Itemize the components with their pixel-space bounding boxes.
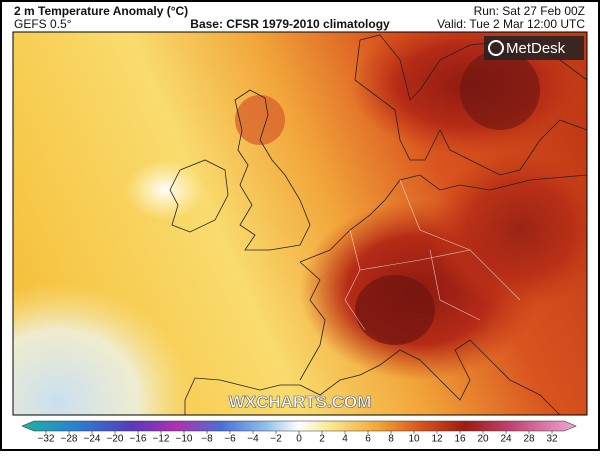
colorbar-tick-label: 24 <box>500 434 512 445</box>
colorbar-tick-label: 6 <box>365 434 371 445</box>
colorbar-tick-label: 8 <box>388 434 394 445</box>
colorbar-tick-label: −16 <box>130 434 147 445</box>
colorbar-tick-label: −28 <box>61 434 78 445</box>
title: 2 m Temperature Anomaly (°C) <box>14 4 188 18</box>
colorbar-tick-label: 32 <box>546 434 558 445</box>
colorbar-tick-label: 12 <box>431 434 443 445</box>
colorbar-tick-label: 20 <box>477 434 489 445</box>
logo-icon <box>488 40 504 56</box>
colorbar-tick-label: −10 <box>176 434 193 445</box>
colorbar-tick-label: −24 <box>84 434 101 445</box>
run: Run: Sat 27 Feb 00Z <box>474 4 585 18</box>
colorbar-bar <box>21 420 577 432</box>
colorbar-tick-label: 28 <box>523 434 535 445</box>
colorbar-tick-label: −4 <box>247 434 259 445</box>
map: WXCHARTS.COM MetDesk <box>13 32 587 415</box>
colorbar-tick-label: −20 <box>107 434 124 445</box>
colorbar: −32 −28 −24 −20 −16 −12 −10 −8 −6 −4 −2 0 2 4 6 8 10 12 16… <box>21 420 577 445</box>
colorbar-tick-label: −32 <box>38 434 55 445</box>
base: Base: CFSR 1979-2010 climatology <box>190 17 390 31</box>
colorbar-tick-label: −6 <box>224 434 236 445</box>
colorbar-tick-label: 16 <box>454 434 466 445</box>
colorbar-tick-label: 10 <box>408 434 420 445</box>
colorbar-tick-label: −12 <box>153 434 170 445</box>
valid: Valid: Tue 2 Mar 12:00 UTC <box>437 17 585 31</box>
model: GEFS 0.5° <box>14 17 72 31</box>
watermark: WXCHARTS.COM <box>229 392 372 411</box>
colorbar-tick-label: 0 <box>296 434 302 445</box>
colorbar-tick-label: −2 <box>270 434 282 445</box>
map-frame <box>12 31 588 416</box>
colorbar-tick-label: −8 <box>201 434 213 445</box>
colorbar-tick-label: 2 <box>319 434 325 445</box>
logo-box <box>484 36 584 60</box>
logo: MetDesk <box>506 40 566 57</box>
colorbar-tick-label: 4 <box>342 434 348 445</box>
